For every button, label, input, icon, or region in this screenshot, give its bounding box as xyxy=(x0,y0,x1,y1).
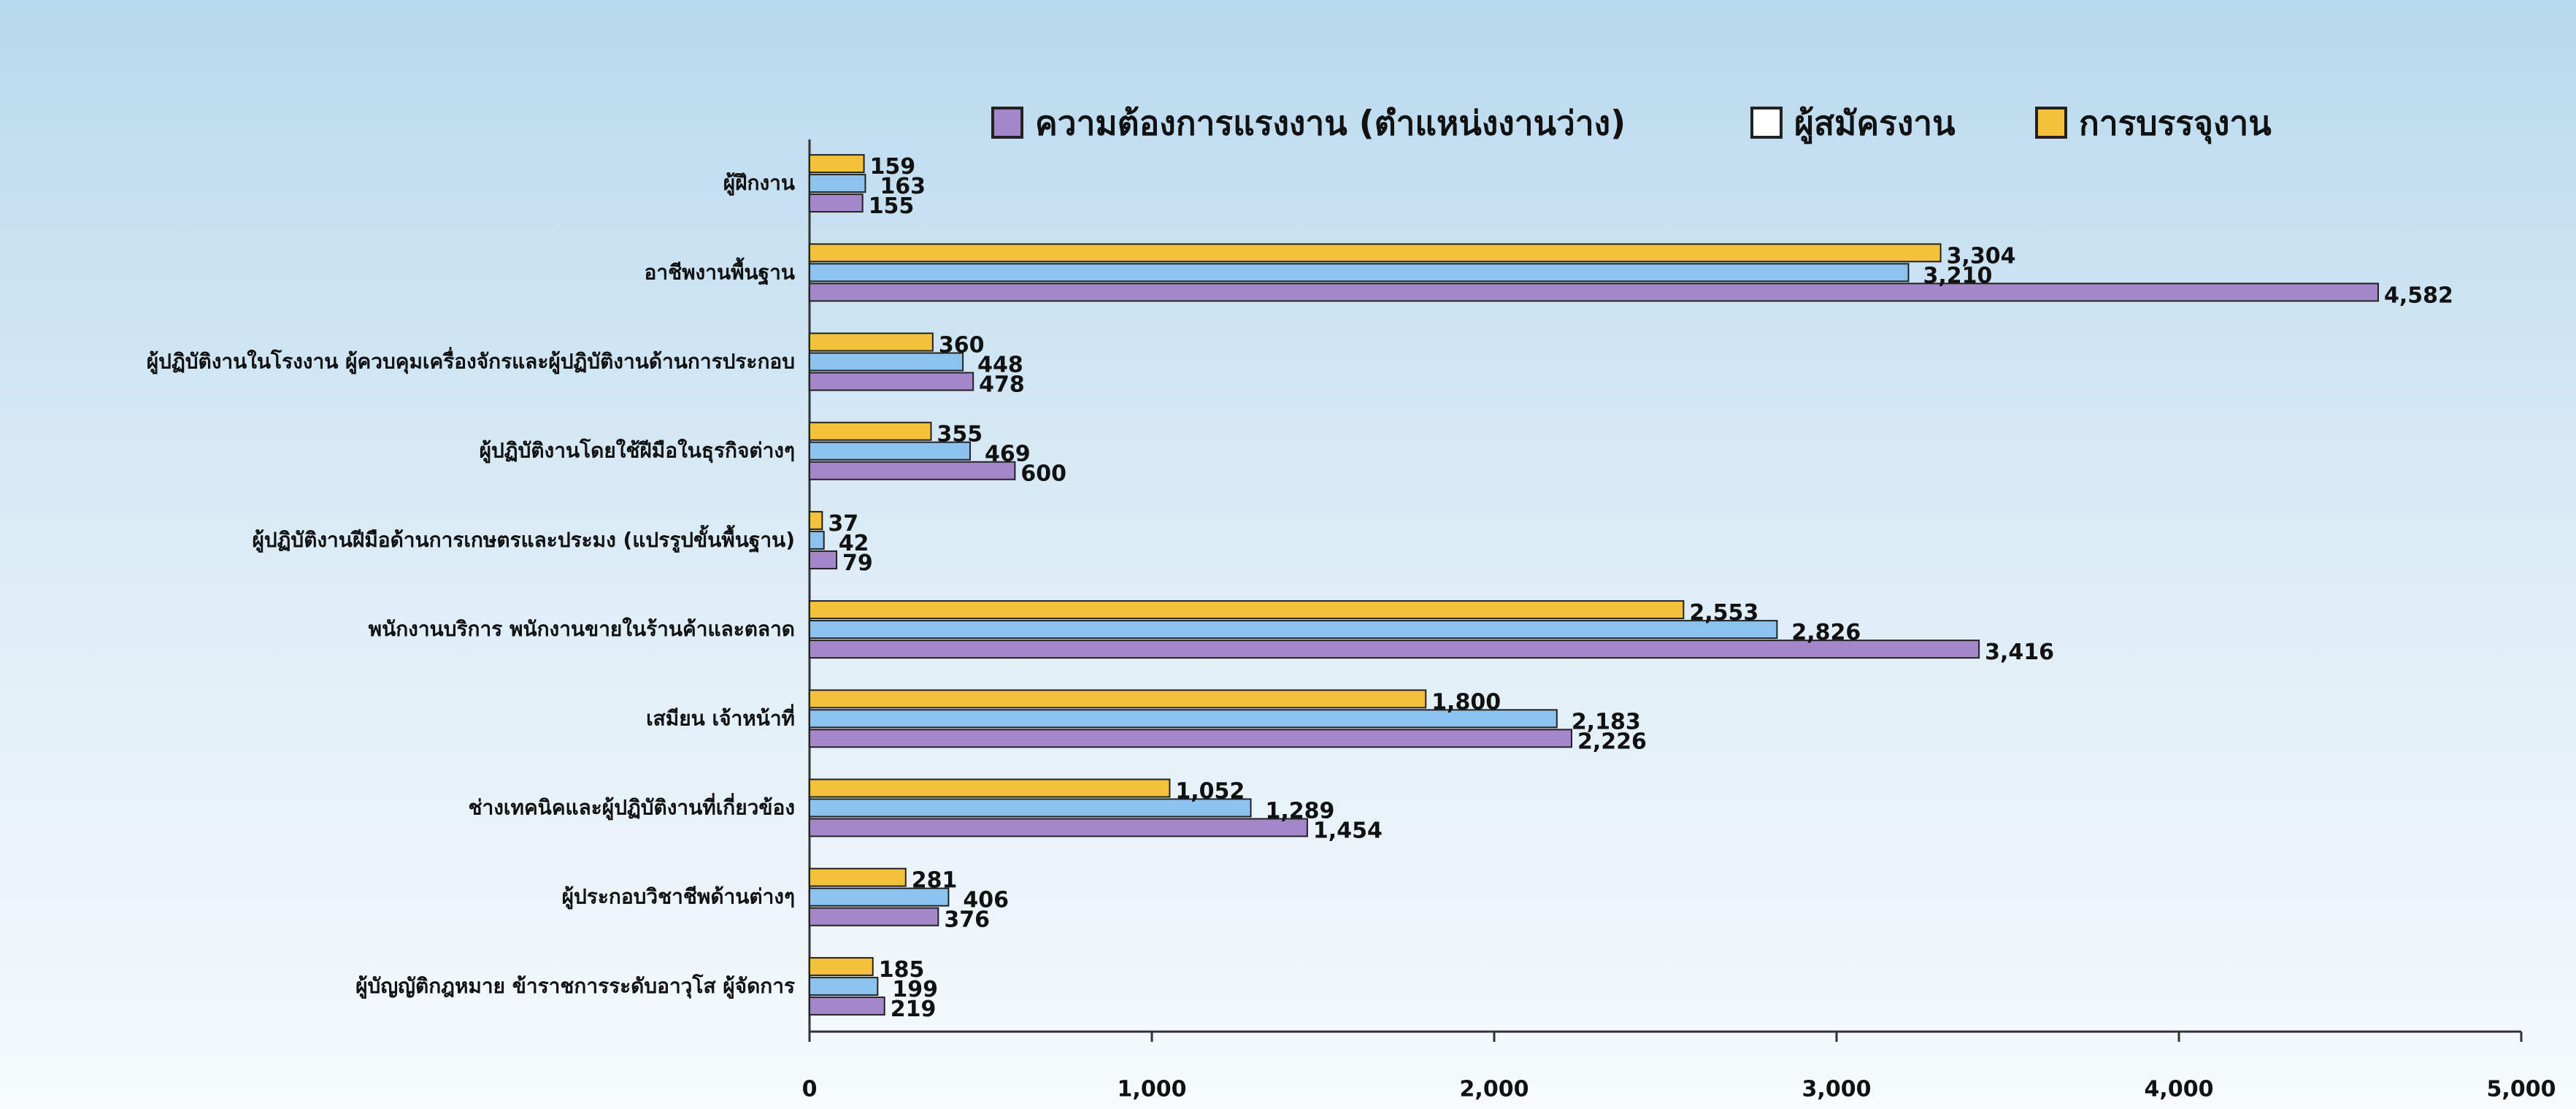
legend-swatch xyxy=(991,107,1023,139)
category-label: เสมียน เจ้าหน้าที่ xyxy=(646,703,795,730)
value-label: 42 xyxy=(839,531,869,556)
bar xyxy=(809,421,932,441)
value-label: 281 xyxy=(912,868,958,894)
category-label: ผู้ปฏิบัติงานในโรงงาน ผู้ควบคุมเครื่องจั… xyxy=(147,347,795,375)
category-label: ช่างเทคนิคและผู้ปฏิบัติงานที่เกี่ยวข้อง xyxy=(469,793,795,821)
value-label: 2,226 xyxy=(1577,729,1647,754)
bar xyxy=(809,263,1910,283)
legend-label: การบรรจุงาน xyxy=(2079,104,2272,145)
legend-label: ความต้องการแรงงาน (ตำแหน่งงานว่าง) xyxy=(1035,104,1626,143)
value-label: 163 xyxy=(880,174,926,199)
category-label: อาชีพงานพื้นฐาน xyxy=(645,256,795,285)
bar xyxy=(809,778,1171,798)
value-label: 3,304 xyxy=(1947,243,2016,269)
value-label: 159 xyxy=(870,154,916,180)
category-label: ผู้ฝึกงาน xyxy=(723,171,795,196)
bar xyxy=(809,976,879,996)
bar xyxy=(809,640,1980,659)
bar xyxy=(809,600,1685,620)
x-tick-label: 1,000 xyxy=(1118,1077,1187,1102)
bar xyxy=(809,154,865,174)
bar xyxy=(809,956,874,976)
value-label: 360 xyxy=(939,333,985,358)
category-label: ผู้ปฏิบัติงานโดยใช้ฝีมือในธุรกิจต่างๆ xyxy=(480,438,795,464)
category-label: ผู้ประกอบวิชาชีพด้านต่างๆ xyxy=(562,885,795,910)
value-label: 1,289 xyxy=(1266,799,1335,824)
value-label: 2,826 xyxy=(1791,620,1861,645)
category-label: ผู้ปฏิบัติงานฝีมือด้านการเกษตรและประมง (… xyxy=(252,524,795,553)
bar xyxy=(809,174,866,193)
bar xyxy=(809,620,1778,640)
value-label: 2,183 xyxy=(1572,709,1641,734)
value-label: 600 xyxy=(1020,461,1066,487)
bar xyxy=(809,441,971,461)
bar xyxy=(809,283,2379,302)
x-tick-label: 4,000 xyxy=(2145,1077,2214,1102)
value-label: 3,210 xyxy=(1923,263,1992,288)
value-label: 355 xyxy=(937,422,983,448)
category-label: พนักงานบริการ พนักงานขายในร้านค้าและตลาด xyxy=(369,617,795,641)
bar xyxy=(809,887,950,907)
value-label: 1,800 xyxy=(1431,689,1501,715)
legend-swatch xyxy=(2035,107,2067,139)
bar xyxy=(809,709,1558,729)
legend-label: ผู้สมัครงาน xyxy=(1794,104,1956,145)
value-label: 3,416 xyxy=(1985,640,2054,665)
bar xyxy=(809,332,934,352)
value-label: 79 xyxy=(842,550,873,576)
bar xyxy=(809,550,838,569)
value-label: 1,454 xyxy=(1313,818,1383,844)
value-label: 2,553 xyxy=(1689,600,1758,626)
bar xyxy=(809,352,964,372)
bar xyxy=(809,689,1427,709)
bar xyxy=(809,243,1942,263)
bar xyxy=(809,867,907,887)
bar xyxy=(809,510,823,530)
category-label: ผู้บัญญัติกฎหมาย ข้าราชการระดับอาวุโส ผู… xyxy=(355,973,795,999)
legend-swatch xyxy=(1750,107,1783,139)
value-label: 1,052 xyxy=(1175,779,1245,805)
value-label: 448 xyxy=(977,353,1023,378)
bar xyxy=(809,530,825,550)
bar xyxy=(809,818,1308,837)
bar xyxy=(809,193,864,213)
x-tick-label: 3,000 xyxy=(1802,1077,1872,1102)
value-label: 478 xyxy=(979,372,1025,398)
value-label: 185 xyxy=(879,957,925,983)
bar xyxy=(809,798,1252,818)
bar xyxy=(809,729,1572,748)
x-tick-label: 0 xyxy=(802,1077,818,1102)
value-label: 37 xyxy=(828,511,858,537)
value-label: 199 xyxy=(892,977,938,1002)
x-tick-label: 5,000 xyxy=(2487,1077,2556,1102)
x-tick-label: 2,000 xyxy=(1460,1077,1529,1102)
value-label: 219 xyxy=(891,997,937,1022)
value-label: 406 xyxy=(963,888,1009,913)
value-label: 469 xyxy=(985,442,1031,467)
value-label: 376 xyxy=(944,907,990,933)
bar xyxy=(809,461,1016,480)
bar xyxy=(809,907,939,926)
bar xyxy=(809,996,885,1016)
value-label: 155 xyxy=(869,193,915,219)
bar xyxy=(809,372,974,391)
value-label: 4,582 xyxy=(2384,283,2453,308)
